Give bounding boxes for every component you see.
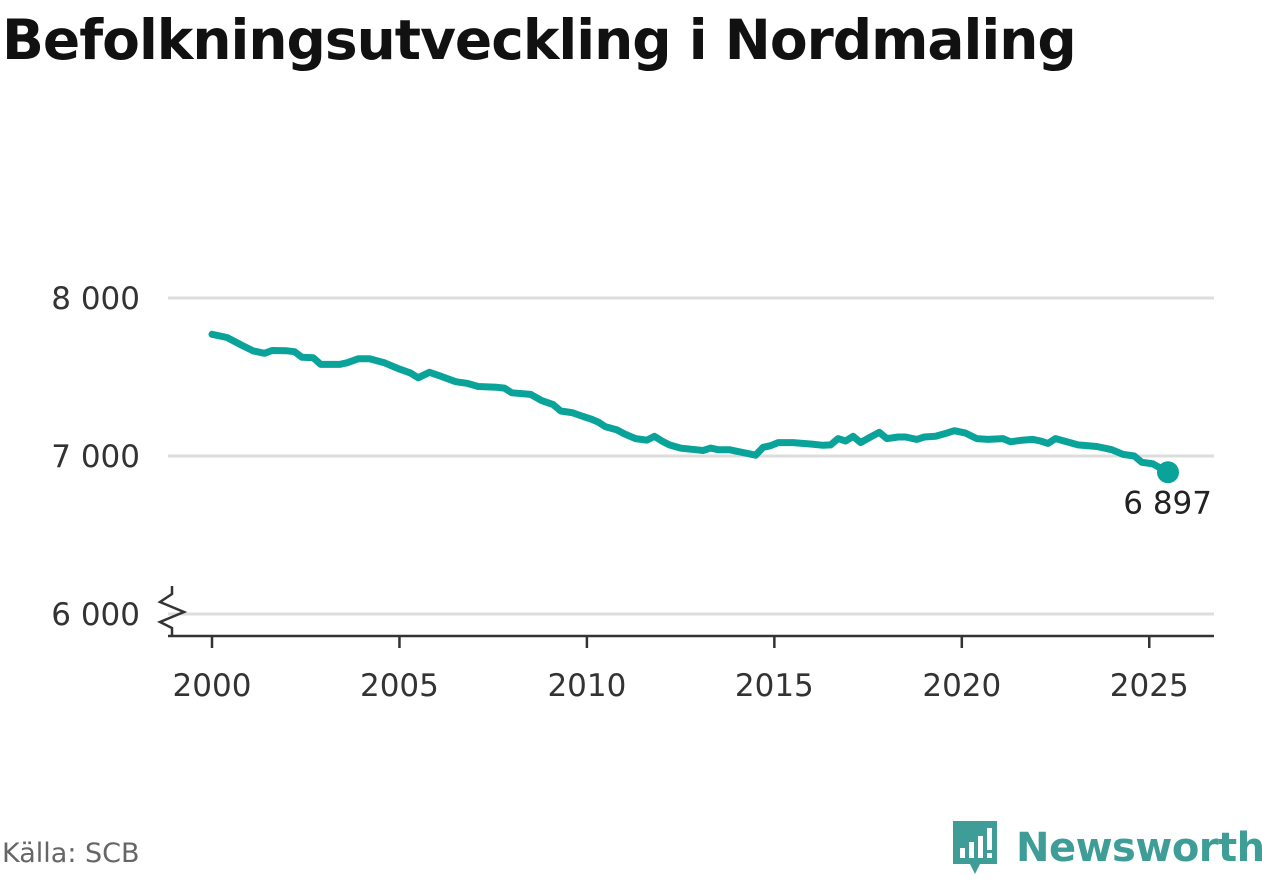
x-tick-label: 2020	[922, 668, 1001, 704]
series-line	[208, 330, 1172, 476]
x-tick-label: 2010	[547, 668, 626, 704]
x-tick-label: 2000	[173, 668, 252, 704]
x-axis	[168, 634, 1214, 648]
source-note: Källa: SCB	[2, 838, 140, 869]
chart-title: Befolkningsutveckling i Nordmaling	[2, 8, 1077, 72]
end-point	[1157, 461, 1179, 484]
bar-chart-speech-bubble-icon	[953, 821, 997, 874]
end-value-label: 6 897	[1123, 485, 1212, 521]
grid-lines	[168, 296, 1214, 616]
y-axis-tick-labels: 6 000 7 000 8 000	[51, 281, 188, 636]
y-tick-label: 6 000	[51, 597, 140, 633]
x-tick-label: 2025	[1110, 668, 1189, 704]
y-tick-label: 7 000	[51, 439, 140, 475]
brand-name: Newsworthy	[1016, 825, 1262, 871]
y-tick-label: 8 000	[51, 281, 140, 317]
x-tick-label: 2015	[735, 668, 814, 704]
brand-logo: Newsworthy	[950, 818, 1262, 878]
x-axis-tick-labels: 2000 2005 2010 2015 2020 2025	[173, 668, 1189, 704]
x-tick-label: 2005	[360, 668, 439, 704]
series-layer: 6 897	[208, 330, 1212, 521]
axis-break-icon	[156, 586, 188, 636]
